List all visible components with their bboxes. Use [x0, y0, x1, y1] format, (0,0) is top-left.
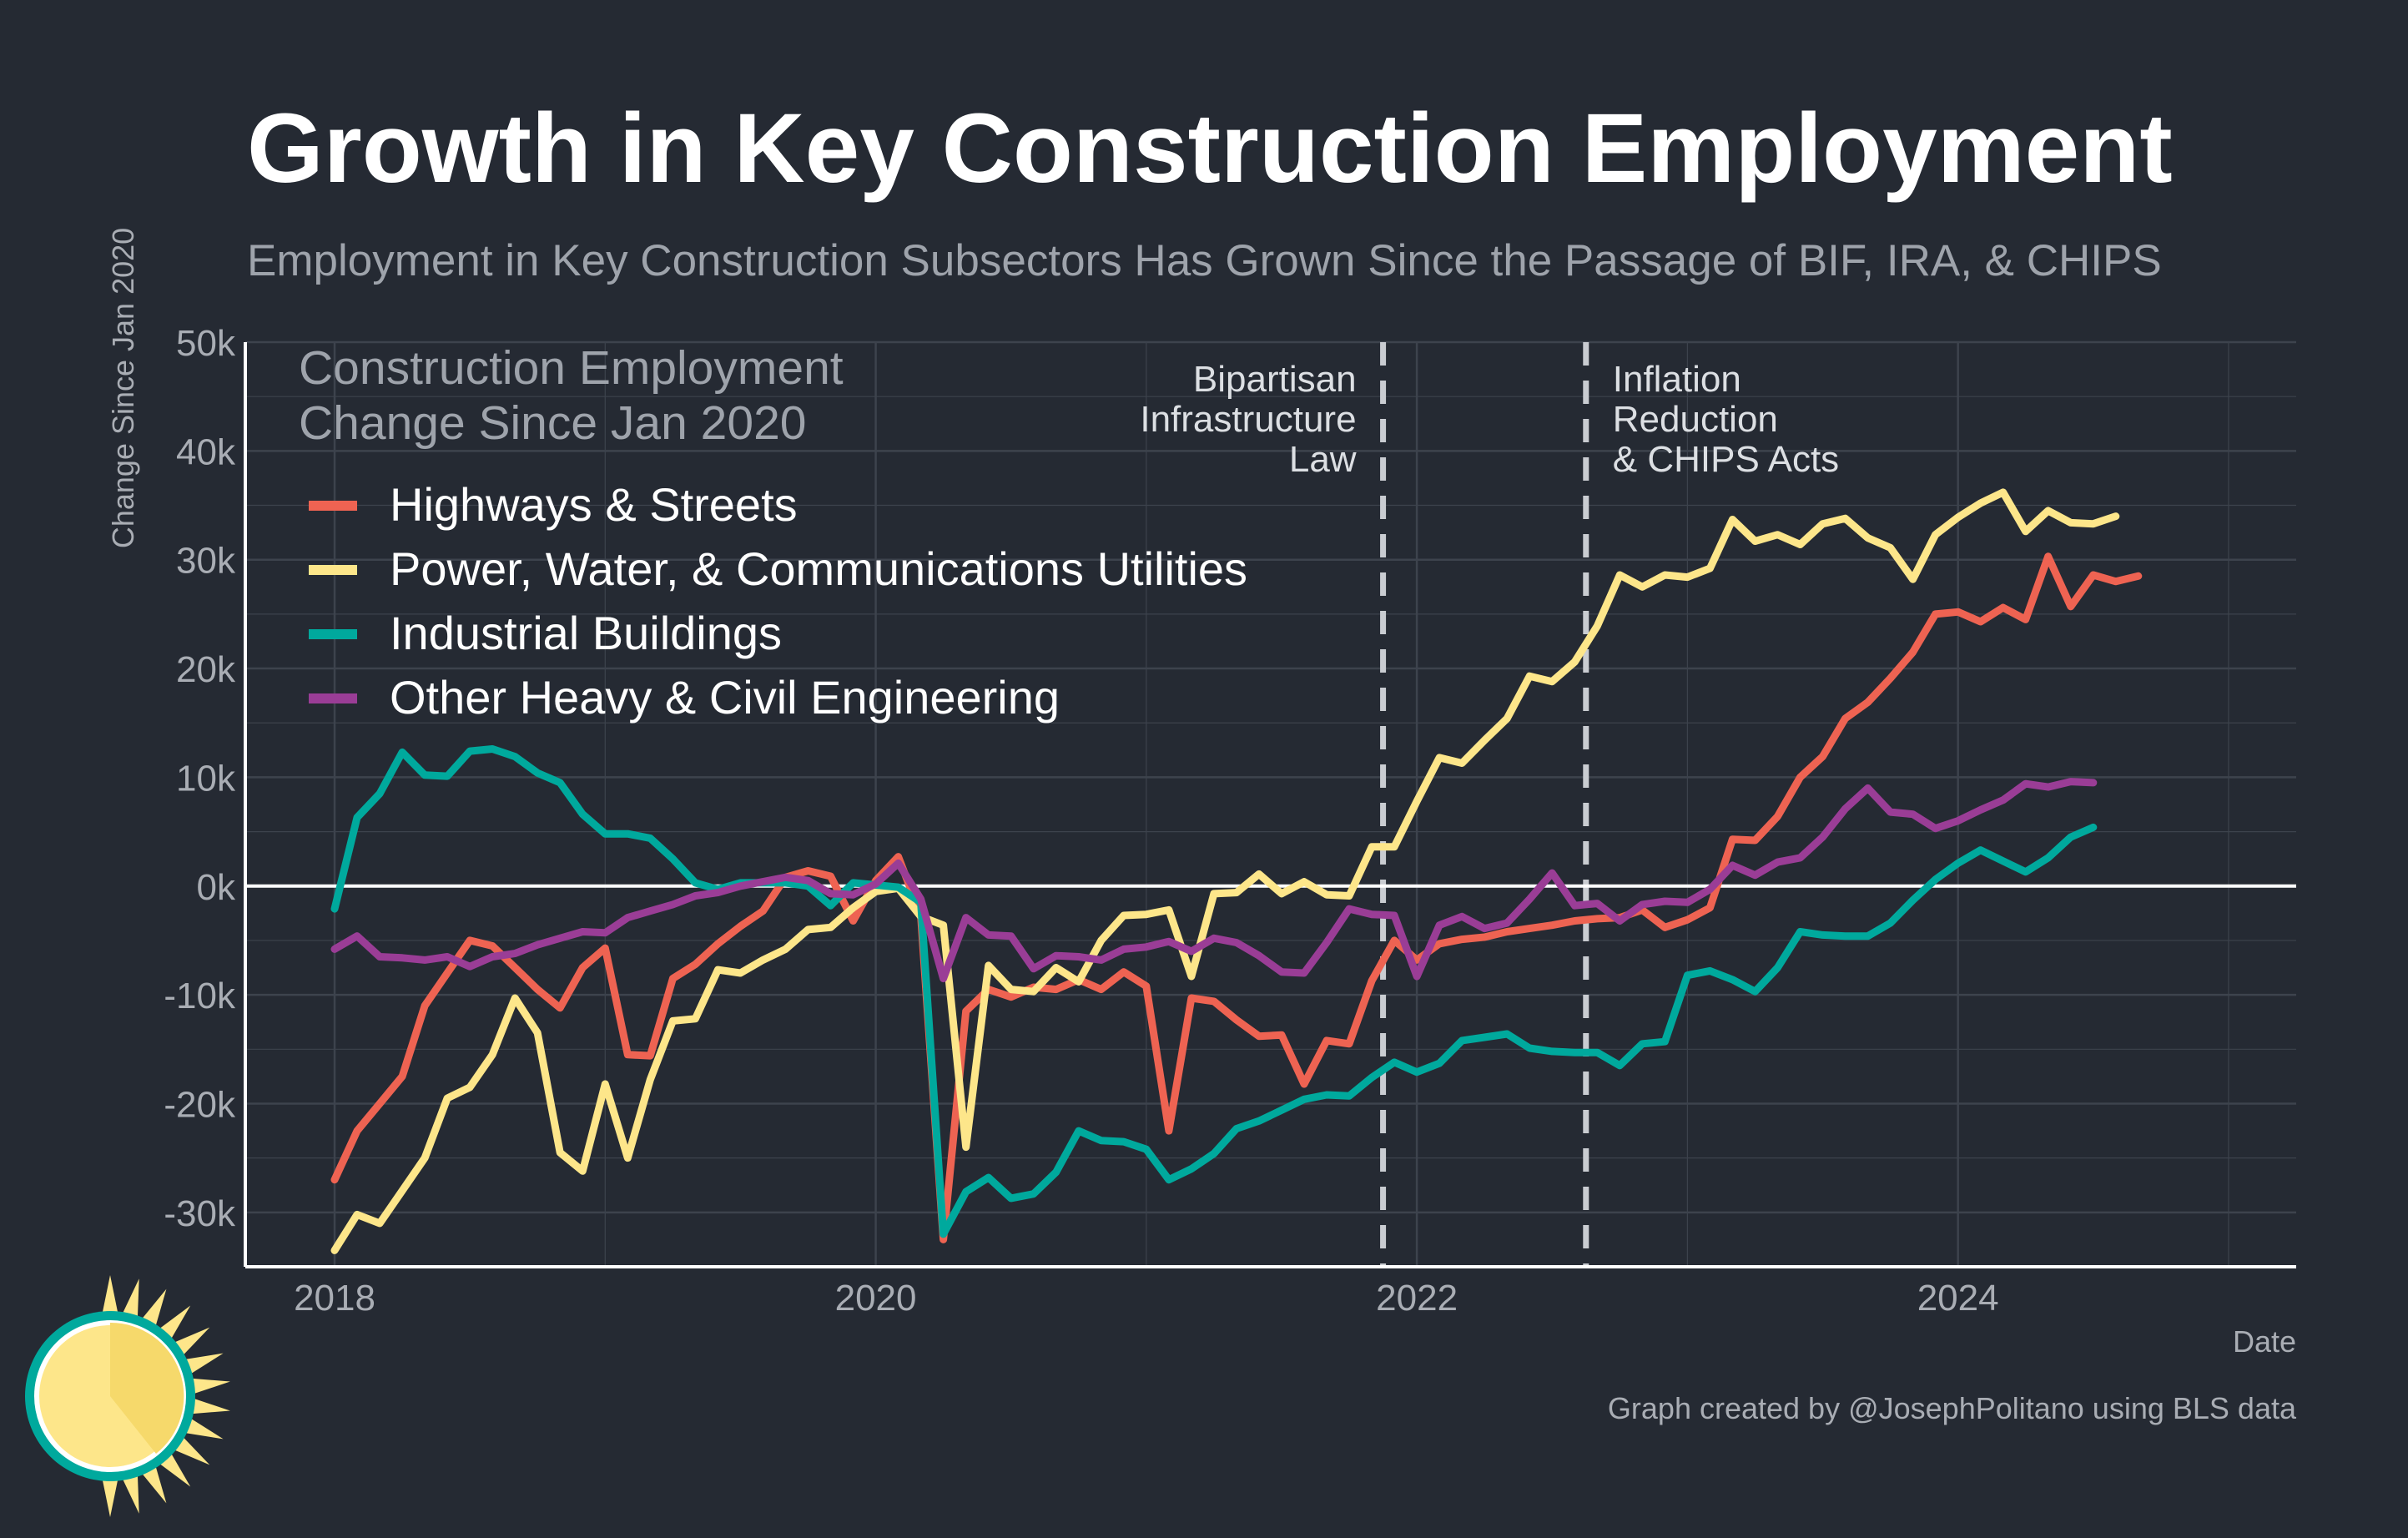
legend-label-4: Other Heavy & Civil Engineering: [390, 671, 1060, 724]
chart-subtitle: Employment in Key Construction Subsector…: [247, 236, 2162, 285]
series-line-3: [330, 745, 2098, 1238]
x-axis-title: Date: [2233, 1324, 2296, 1359]
y-tick-label: -20k: [164, 1084, 236, 1125]
y-tick-label: 10k: [176, 758, 236, 799]
sun-ray: [184, 1378, 230, 1396]
x-tick-labels: 2018 2020 2022 2024: [294, 1278, 1999, 1319]
y-tick-label: 40k: [176, 431, 236, 472]
chart-title: Growth in Key Construction Employment: [247, 93, 2173, 204]
y-tick-label: 20k: [176, 649, 236, 690]
axes: [244, 342, 2296, 1268]
legend-label-2: Power, Water, & Communications Utilities: [390, 542, 1247, 595]
y-tick-label: 50k: [176, 323, 236, 364]
series-line-1: [330, 552, 2143, 1243]
annotation-label: Inflation: [1613, 359, 1741, 400]
annotation-label: Law: [1289, 439, 1357, 480]
series-line-2: [330, 488, 2120, 1254]
y-tick-label: -10k: [164, 976, 236, 1016]
x-tick-label: 2018: [294, 1278, 375, 1319]
x-tick-label: 2020: [835, 1278, 917, 1319]
legend: Construction Employment Change Since Jan…: [299, 341, 1247, 724]
annotation-label: Infrastructure: [1140, 399, 1356, 440]
series-line-4: [330, 778, 2098, 983]
legend-title-line2: Change Since Jan 2020: [299, 396, 806, 450]
y-tick-label: 0k: [197, 867, 236, 908]
legend-label-1: Highways & Streets: [390, 478, 798, 531]
legend-title-line1: Construction Employment: [299, 341, 844, 395]
annotation-label: Reduction: [1613, 399, 1778, 440]
y-tick-label: 30k: [176, 541, 236, 582]
sun-ray: [101, 1472, 119, 1517]
y-tick-label: -30k: [164, 1193, 236, 1234]
x-tick-label: 2024: [1917, 1278, 1999, 1319]
legend-label-3: Industrial Buildings: [390, 607, 782, 659]
y-axis-title: Change Since Jan 2020: [106, 228, 140, 548]
caption: Graph created by @JosephPolitano using B…: [1608, 1391, 2297, 1425]
sun-ray: [184, 1396, 230, 1414]
sun-ray: [101, 1275, 119, 1320]
x-tick-label: 2022: [1376, 1278, 1458, 1319]
series-lines: [330, 488, 2143, 1254]
legend-items: Highways & Streets Power, Water, & Commun…: [309, 478, 1247, 724]
annotation-lines: [1380, 342, 1589, 1267]
annotation-label: & CHIPS Acts: [1613, 439, 1839, 480]
annotation-label: Bipartisan: [1193, 359, 1357, 400]
sun-shade: [110, 1322, 184, 1454]
y-tick-labels: -30k -20k -10k 0k 10k 20k 30k 40k 50k: [164, 323, 236, 1234]
sun-logo: [25, 1275, 230, 1517]
